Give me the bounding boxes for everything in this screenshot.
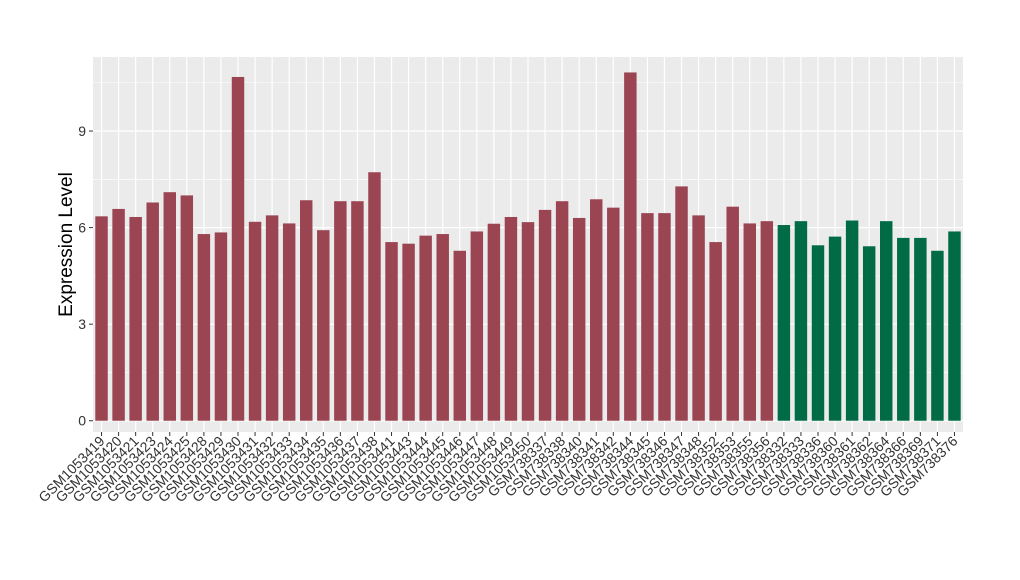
bar	[419, 235, 432, 421]
bar	[300, 200, 313, 421]
bar	[862, 246, 876, 421]
bar	[572, 217, 586, 421]
y-tick-label: 0	[78, 413, 86, 429]
bar	[436, 234, 449, 421]
bar	[521, 222, 535, 421]
bar	[845, 220, 859, 421]
x-axis: GSM1053419GSM1053420GSM1053421GSM1053423…	[35, 432, 961, 505]
bar	[726, 206, 739, 421]
bar	[231, 76, 245, 421]
bar	[811, 245, 825, 421]
bar	[777, 225, 791, 421]
bar	[368, 172, 381, 421]
y-axis: 0 3 6 9	[78, 123, 93, 429]
bar	[385, 242, 398, 421]
bar	[590, 199, 603, 421]
bar	[351, 201, 364, 421]
bar	[624, 72, 637, 421]
bar	[197, 234, 211, 421]
bar	[555, 201, 569, 421]
bar	[880, 221, 893, 421]
bar	[931, 250, 944, 421]
bar	[760, 221, 774, 421]
bar	[709, 242, 722, 421]
bar	[743, 223, 756, 421]
bar	[470, 231, 484, 421]
bar	[641, 213, 654, 421]
bar	[828, 236, 842, 421]
bar	[504, 216, 518, 421]
bar	[282, 223, 296, 421]
bar	[402, 243, 415, 421]
bar	[180, 195, 194, 421]
bar	[317, 230, 330, 421]
bar	[794, 221, 808, 421]
bar	[214, 232, 228, 421]
bar	[692, 215, 705, 421]
bar	[487, 223, 501, 421]
bars	[95, 72, 961, 421]
bar	[897, 237, 910, 421]
bar	[163, 192, 176, 421]
bar	[129, 216, 142, 421]
bar	[914, 237, 927, 421]
y-tick-label: 3	[78, 316, 86, 332]
y-tick-label: 6	[78, 220, 86, 236]
bar	[146, 202, 159, 421]
bar	[112, 208, 125, 421]
bar	[607, 207, 620, 421]
bar	[334, 201, 347, 421]
y-tick-label: 9	[78, 123, 86, 139]
y-axis-title: Expression Level	[56, 172, 77, 317]
bar	[95, 216, 108, 421]
bar	[658, 213, 671, 421]
bar	[538, 209, 552, 421]
bar	[948, 231, 961, 421]
bar	[248, 221, 262, 421]
bar	[265, 215, 279, 421]
bar	[675, 186, 688, 421]
bar	[453, 250, 466, 421]
